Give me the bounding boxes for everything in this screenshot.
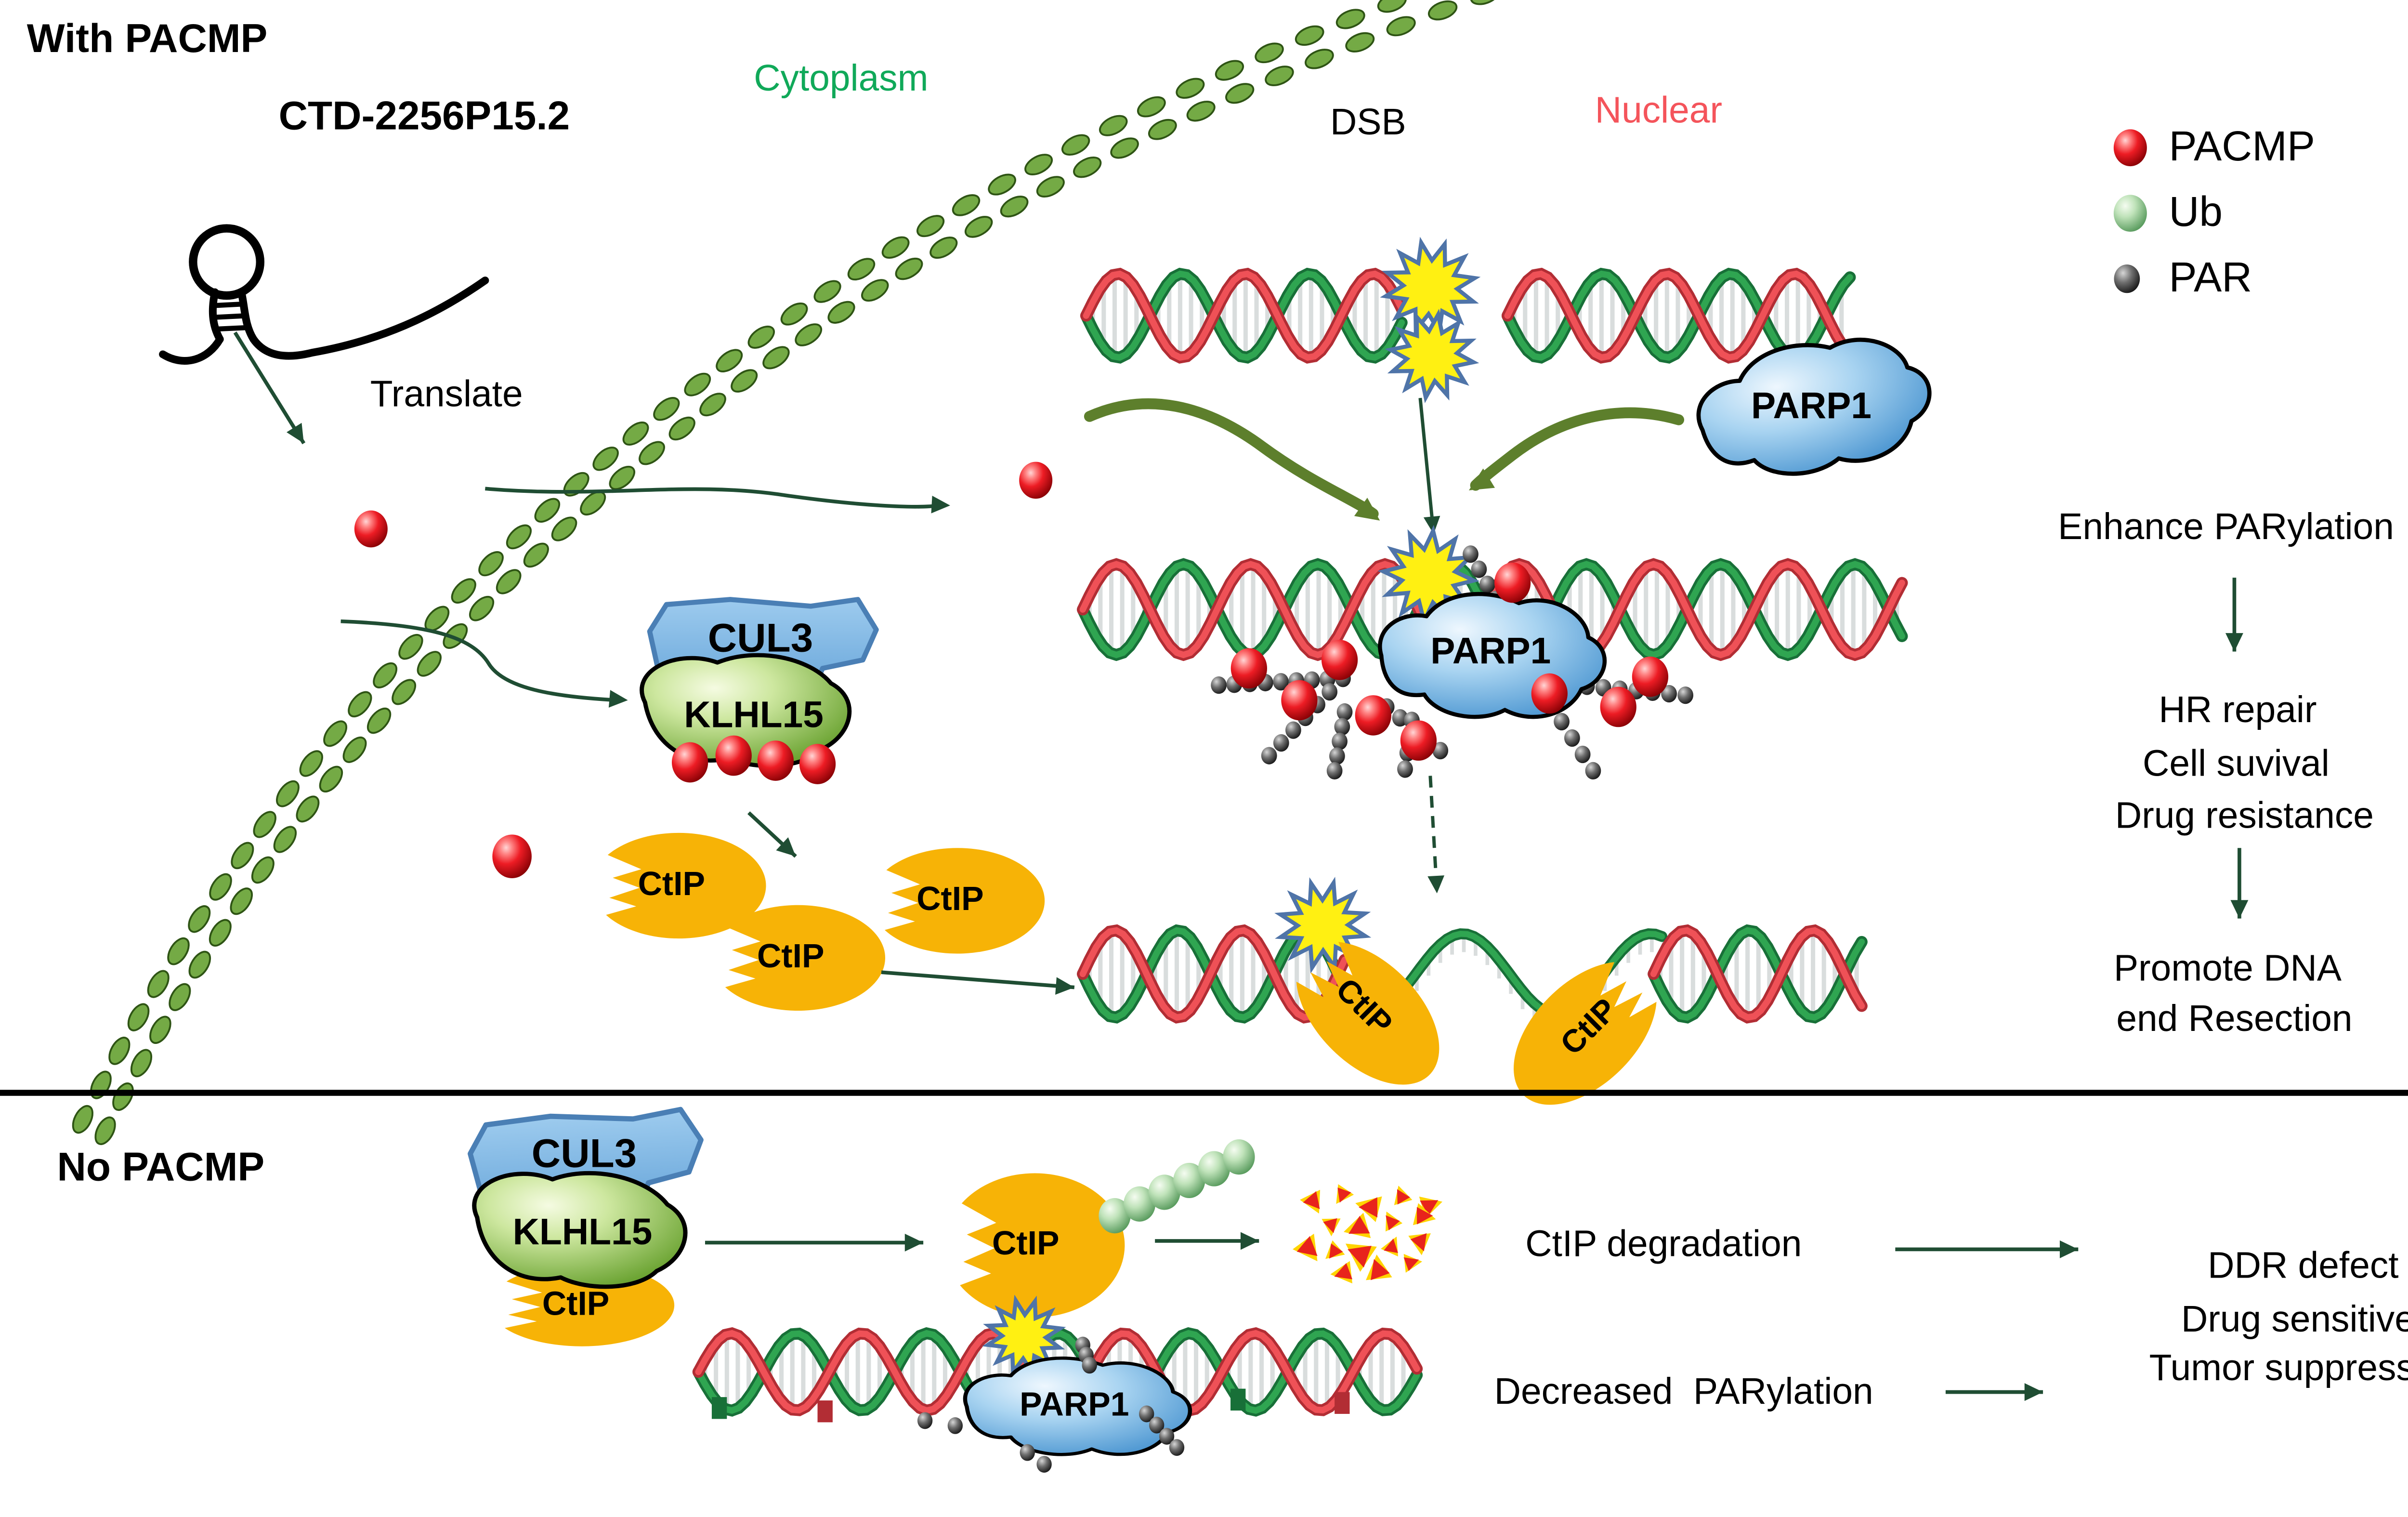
section-title-no-pacmp: No PACMP: [57, 1145, 265, 1191]
lncrna-name: CTD-2256P15.2: [278, 94, 570, 140]
bottom-flow-arrows: [1895, 1240, 2079, 1401]
cul3-bottom-label: CUL3: [531, 1132, 637, 1177]
cytoplasm-label: Cytoplasm: [754, 57, 929, 99]
outcome-flow-arrows: [2225, 578, 2249, 919]
outcome-tumor-suppression: Tumor suppression: [2149, 1346, 2408, 1389]
flow-hr-repair: HR repair: [2159, 688, 2317, 731]
ctip-ubiquitinated: [960, 1139, 1259, 1318]
section-divider: [0, 1090, 2408, 1096]
outcome-ddr-defect: DDR defect: [2208, 1244, 2399, 1287]
ctip-label-2: CtIP: [916, 881, 984, 919]
ctip-ubiquitinated-label: CtIP: [992, 1226, 1060, 1263]
parp1-top-label: PARP1: [1751, 384, 1872, 427]
legend-icons: [2113, 129, 2147, 293]
flow-drug-resistance: Drug resistance: [2115, 794, 2374, 836]
transport-arrows: [233, 331, 1440, 708]
cul3-top-label: CUL3: [707, 616, 813, 662]
legend-label-ub: Ub: [2169, 189, 2223, 236]
dna-end-resection: [1077, 877, 1868, 1105]
parp1-top: [1696, 338, 1932, 476]
dsb-dna-top: [1080, 237, 1856, 403]
outcome-drug-sensitive: Drug sensitive: [2181, 1298, 2408, 1340]
lncrna-hairpin: [159, 224, 489, 365]
decreased-parylation-label: Decreased PARylation: [1494, 1370, 1873, 1412]
pacmp-molecules: [354, 462, 1053, 879]
ctip-degradation-label: CtIP degradation: [1525, 1222, 1802, 1265]
cul3-klhl15-complex: [640, 597, 879, 858]
parp1-bottom-label: PARP1: [1020, 1387, 1129, 1424]
section-title-with-pacmp: With PACMP: [26, 16, 268, 62]
ctip-degraded-fragments: [1293, 1184, 1443, 1284]
legend-label-par: PAR: [2169, 254, 2252, 302]
ctip-released: [606, 832, 1075, 1011]
ctip-label-3: CtIP: [757, 938, 824, 976]
flow-enhance-parylation: Enhance PARylation: [2058, 505, 2394, 548]
parp1-mid-label: PARP1: [1430, 630, 1551, 672]
klhl15-top-label: KLHL15: [684, 693, 824, 736]
flow-end-resection: end Resection: [2116, 997, 2353, 1040]
translate-label: Translate: [370, 372, 523, 415]
ctip-bottom-label: CtIP: [542, 1286, 610, 1323]
klhl15-bottom-label: KLHL15: [512, 1211, 653, 1253]
ctip-label-1: CtIP: [638, 866, 705, 904]
nuclear-membrane: [72, 0, 1500, 1145]
legend-label-pacmp: PACMP: [2169, 123, 2315, 171]
flow-cell-survival: Cell suvival: [2143, 742, 2329, 784]
recruitment-arrows: [1084, 398, 1685, 521]
parp1-parylation-site: [1077, 525, 1908, 894]
nuclear-label: Nuclear: [1595, 89, 1723, 131]
flow-promote-dna: Promote DNA: [2113, 947, 2342, 989]
decreased-parylation-site: [692, 1294, 1423, 1473]
cul3-klhl15-ctip-complex: [468, 1107, 924, 1346]
dsb-label: DSB: [1330, 101, 1406, 143]
